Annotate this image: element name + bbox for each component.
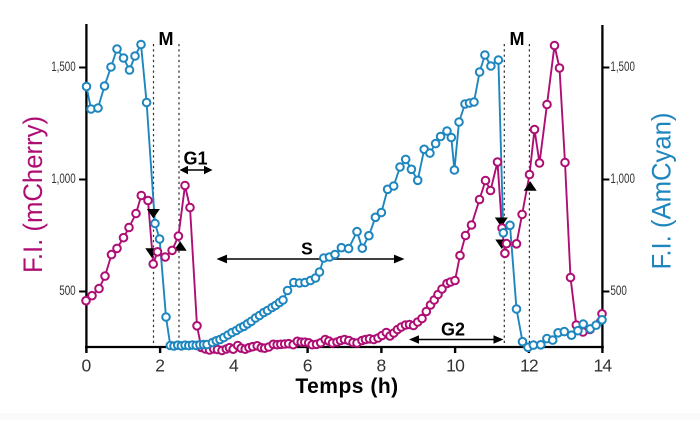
svg-text:1,000: 1,000 [610, 171, 635, 186]
svg-text:1,500: 1,500 [610, 59, 635, 74]
svg-text:M: M [159, 29, 174, 49]
svg-text:4: 4 [229, 356, 239, 376]
svg-text:12: 12 [520, 356, 538, 376]
svg-text:Temps (h): Temps (h) [295, 375, 398, 398]
svg-text:2: 2 [155, 356, 165, 376]
svg-text:8: 8 [377, 356, 387, 376]
svg-text:M: M [510, 29, 525, 49]
svg-text:1,000: 1,000 [51, 171, 76, 186]
svg-text:G2: G2 [441, 320, 465, 340]
svg-text:6: 6 [303, 356, 313, 376]
svg-text:10: 10 [446, 356, 465, 376]
svg-text:500: 500 [610, 283, 627, 298]
svg-text:1,500: 1,500 [51, 59, 76, 74]
svg-text:500: 500 [59, 283, 76, 298]
svg-text:G1: G1 [183, 148, 207, 168]
svg-text:F.I. (mCherry): F.I. (mCherry) [18, 116, 48, 273]
svg-text:S: S [301, 239, 313, 259]
svg-text:14: 14 [593, 356, 612, 376]
svg-text:0: 0 [82, 356, 92, 376]
svg-text:F.I. (AmCyan): F.I. (AmCyan) [647, 113, 677, 270]
